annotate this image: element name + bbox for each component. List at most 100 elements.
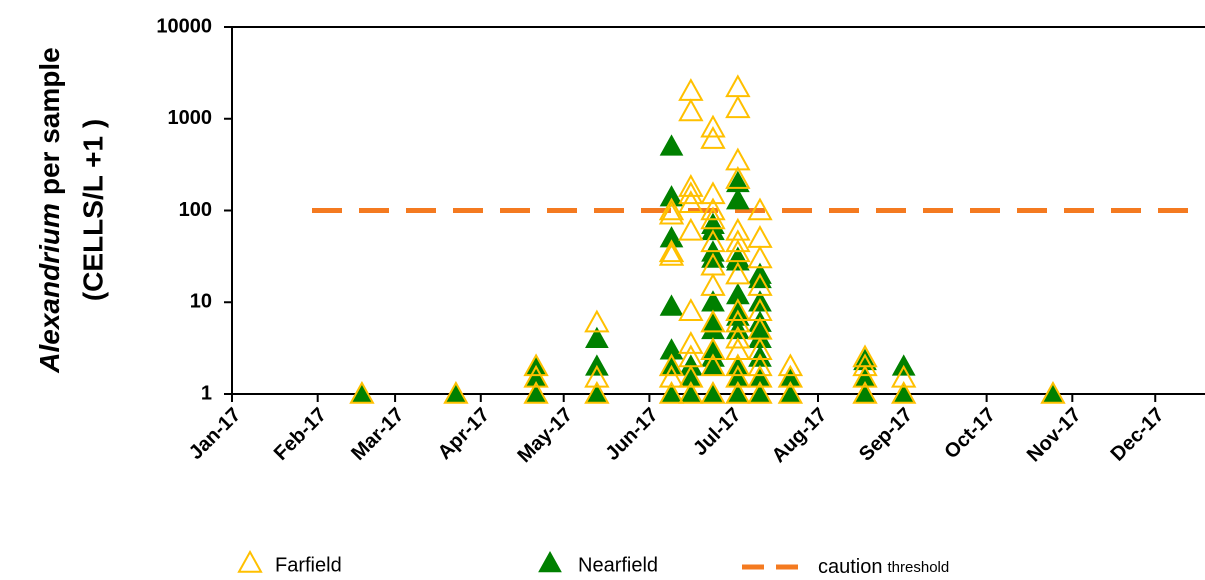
point [1041,381,1065,404]
x-tick-label: Dec-17 [1107,404,1169,466]
legend-threshold-name: caution [818,556,883,578]
point [700,273,726,296]
point [725,95,751,119]
point [700,337,726,361]
point [678,217,704,241]
point [658,242,685,266]
point [658,364,685,388]
point [659,185,684,207]
y-axis-label: Alexandrium per sample [34,47,65,373]
x-tick-label: Mar-17 [347,404,408,465]
legend-label: Nearfield [578,554,658,576]
legend-marker [538,550,562,573]
x-tick-label: May-17 [513,404,577,468]
point [852,364,878,388]
point [678,98,704,122]
point [678,380,704,404]
point [747,197,773,221]
point [659,294,684,316]
point [725,249,750,271]
point [585,326,609,349]
point [777,380,804,404]
point [777,364,804,388]
point [725,166,751,189]
point [852,353,878,377]
point [584,364,610,388]
x-tick-label: Sep-17 [855,404,917,466]
point [678,181,704,205]
legend-label: caution threshold [818,556,949,578]
point [678,78,704,101]
point [700,380,726,404]
point [725,74,751,98]
point [700,181,726,205]
point [700,126,726,149]
point [523,353,549,377]
point [891,364,917,388]
y-label-rest: per sample [34,47,65,195]
y-label-italic: Alexandrium [34,203,65,374]
point [349,380,375,404]
legend-threshold-suffix: threshold [888,559,950,576]
point [658,353,685,377]
point [777,353,804,377]
point [725,364,751,388]
point [852,380,878,404]
point [725,188,750,210]
point [747,273,773,296]
point [658,239,685,263]
point [584,309,610,333]
x-tick-label: Jan-17 [185,404,245,464]
point [747,380,773,404]
y-tick-label: 100 [179,199,212,221]
point [748,266,772,289]
point [700,353,726,377]
point [747,364,773,388]
y-tick-label: 10000 [156,15,212,37]
point [523,380,549,404]
x-tick-label: Nov-17 [1023,404,1086,467]
legend-label: Farfield [275,554,342,576]
point [700,229,726,253]
point [678,190,704,214]
point [747,245,773,269]
point [678,174,704,197]
point [678,298,704,321]
point [725,380,751,404]
point [443,380,469,404]
point [701,246,725,268]
point [725,261,751,285]
point [350,381,374,404]
point [658,197,685,221]
point [700,197,726,221]
point [523,364,549,388]
point [700,309,726,333]
x-tick-label: Aug-17 [768,404,831,467]
point [747,353,773,377]
point [747,337,773,361]
y-tick-label: 1000 [168,107,213,129]
point [725,229,751,253]
y-axis-label-line2: (CELLS/L +1 ) [77,119,108,301]
point [659,134,684,156]
point [725,325,751,349]
point [747,225,773,248]
point [725,337,751,361]
point [444,381,468,404]
point [725,298,751,321]
x-tick-label: Jul-17 [689,404,745,460]
point [725,239,751,263]
point [584,380,610,404]
point [725,353,751,377]
point [700,114,726,138]
point [700,206,726,230]
legend-marker [237,549,263,573]
point [678,364,704,388]
x-tick-label: Apr-17 [434,404,494,464]
y-tick-label: 1 [201,382,212,404]
x-tick-label: Feb-17 [270,404,331,465]
point [1040,380,1066,404]
x-tick-label: Oct-17 [940,404,1000,464]
x-tick-label: Jun-17 [602,404,663,465]
